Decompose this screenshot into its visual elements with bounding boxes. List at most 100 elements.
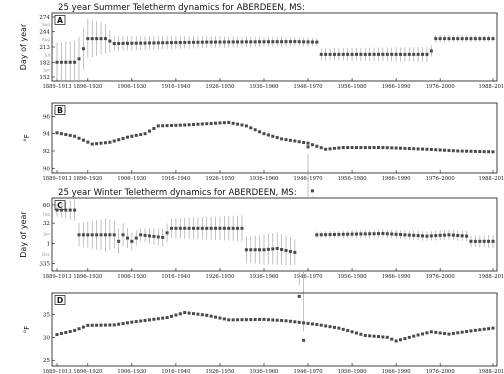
x-tick-label-1988-2012: 1988–2012 (479, 274, 504, 280)
panel-letter: A (57, 16, 63, 25)
winter-title: 25 year Winter Teletherm dynamics for AB… (58, 188, 297, 198)
data-point (363, 232, 367, 236)
y-tick-label: 90 (43, 166, 51, 172)
x-tick-label-1926-1950: 1926–1950 (205, 274, 234, 280)
data-point (266, 318, 270, 322)
data-point (394, 339, 398, 343)
data-point (196, 312, 200, 316)
data-point (372, 232, 376, 236)
data-point (469, 37, 473, 41)
data-point (231, 121, 235, 125)
x-tick-label-1966-1990: 1966–1990 (382, 369, 411, 374)
data-point (139, 233, 143, 237)
data-point (174, 41, 178, 45)
data-point (487, 239, 491, 243)
month-label-dec: Dec (42, 252, 51, 257)
data-point (165, 231, 169, 235)
data-point (130, 239, 134, 243)
data-point (324, 147, 328, 151)
data-point (196, 40, 200, 44)
data-point (324, 233, 328, 237)
panel-b: B 90 92 94 96 °F 1889–1913 1896–1920 1906–1930 19… (23, 102, 504, 182)
x-tick-label-1956-1980: 1956–1980 (338, 84, 367, 90)
data-point (90, 142, 94, 146)
data-point (275, 136, 279, 140)
data-point (249, 248, 253, 252)
data-point (99, 233, 103, 237)
panel-d: D 25 30 35 °F 1889–1913 1896–1920 1906–1930 1916… (23, 292, 504, 374)
data-point (297, 294, 301, 298)
data-point (258, 130, 262, 134)
data-point (222, 317, 226, 321)
data-point (337, 52, 341, 56)
data-point (368, 232, 372, 236)
data-point (209, 226, 213, 230)
data-point (337, 232, 341, 236)
data-point (183, 226, 187, 230)
data-point (253, 248, 257, 252)
data-point (147, 129, 151, 133)
data-point (284, 40, 288, 44)
x-tick-label-1889-1913: 1889–1913 (43, 274, 72, 280)
data-point (341, 232, 345, 236)
data-point (165, 41, 169, 45)
data-point (55, 333, 59, 337)
data-point (64, 208, 68, 212)
data-point (394, 52, 398, 56)
data-point (187, 226, 191, 230)
y-tick-label: 60 (43, 203, 51, 209)
x-tick-label-1976-2000: 1976–2000 (426, 274, 455, 280)
data-point (90, 233, 94, 237)
x-tick-label-1936-1960: 1936–1960 (249, 84, 278, 90)
data-point (161, 124, 165, 128)
data-point (275, 40, 279, 44)
data-point (174, 123, 178, 127)
data-point (438, 331, 442, 335)
data-point (443, 332, 447, 336)
data-point (306, 145, 310, 149)
data-point (200, 226, 204, 230)
month-label-jun: Jun (42, 68, 50, 73)
data-point (399, 338, 403, 342)
plot-frame (51, 197, 498, 272)
data-point (350, 232, 354, 236)
data-point (319, 233, 323, 237)
data-point (451, 149, 455, 153)
data-point (134, 320, 138, 324)
data-point (227, 120, 231, 124)
data-point (134, 133, 138, 137)
data-point (429, 49, 433, 53)
data-point (214, 40, 218, 44)
x-tick-label-1966-1990: 1966–1990 (382, 274, 411, 280)
data-point (130, 320, 134, 324)
data-point (302, 338, 306, 342)
data-point (284, 319, 288, 323)
data-point (390, 337, 394, 341)
data-point (86, 140, 90, 144)
data-point (187, 123, 191, 127)
data-point (244, 318, 248, 322)
data-point (134, 41, 138, 45)
data-point (425, 234, 429, 238)
data-point (438, 148, 442, 152)
data-point (121, 322, 125, 326)
data-point (293, 139, 297, 143)
data-point (368, 52, 372, 56)
data-point (200, 313, 204, 317)
y-tick-label: 335 (39, 261, 50, 267)
panel-letter: B (57, 106, 63, 115)
data-point (95, 323, 99, 327)
data-point (346, 52, 350, 56)
data-point (359, 332, 363, 336)
x-tick-label-1896-1920: 1896–1920 (73, 369, 102, 374)
x-tick-label-1976-2000: 1976–2000 (426, 176, 455, 182)
x-tick-label-1889-1913: 1889–1913 (43, 369, 72, 374)
month-label-aug: Aug (42, 37, 51, 42)
data-point (491, 150, 495, 154)
data-point (460, 37, 464, 41)
data-point (332, 232, 336, 236)
data-point (81, 138, 85, 142)
y-tick-label: 152 (39, 75, 50, 81)
data-point (482, 150, 486, 154)
